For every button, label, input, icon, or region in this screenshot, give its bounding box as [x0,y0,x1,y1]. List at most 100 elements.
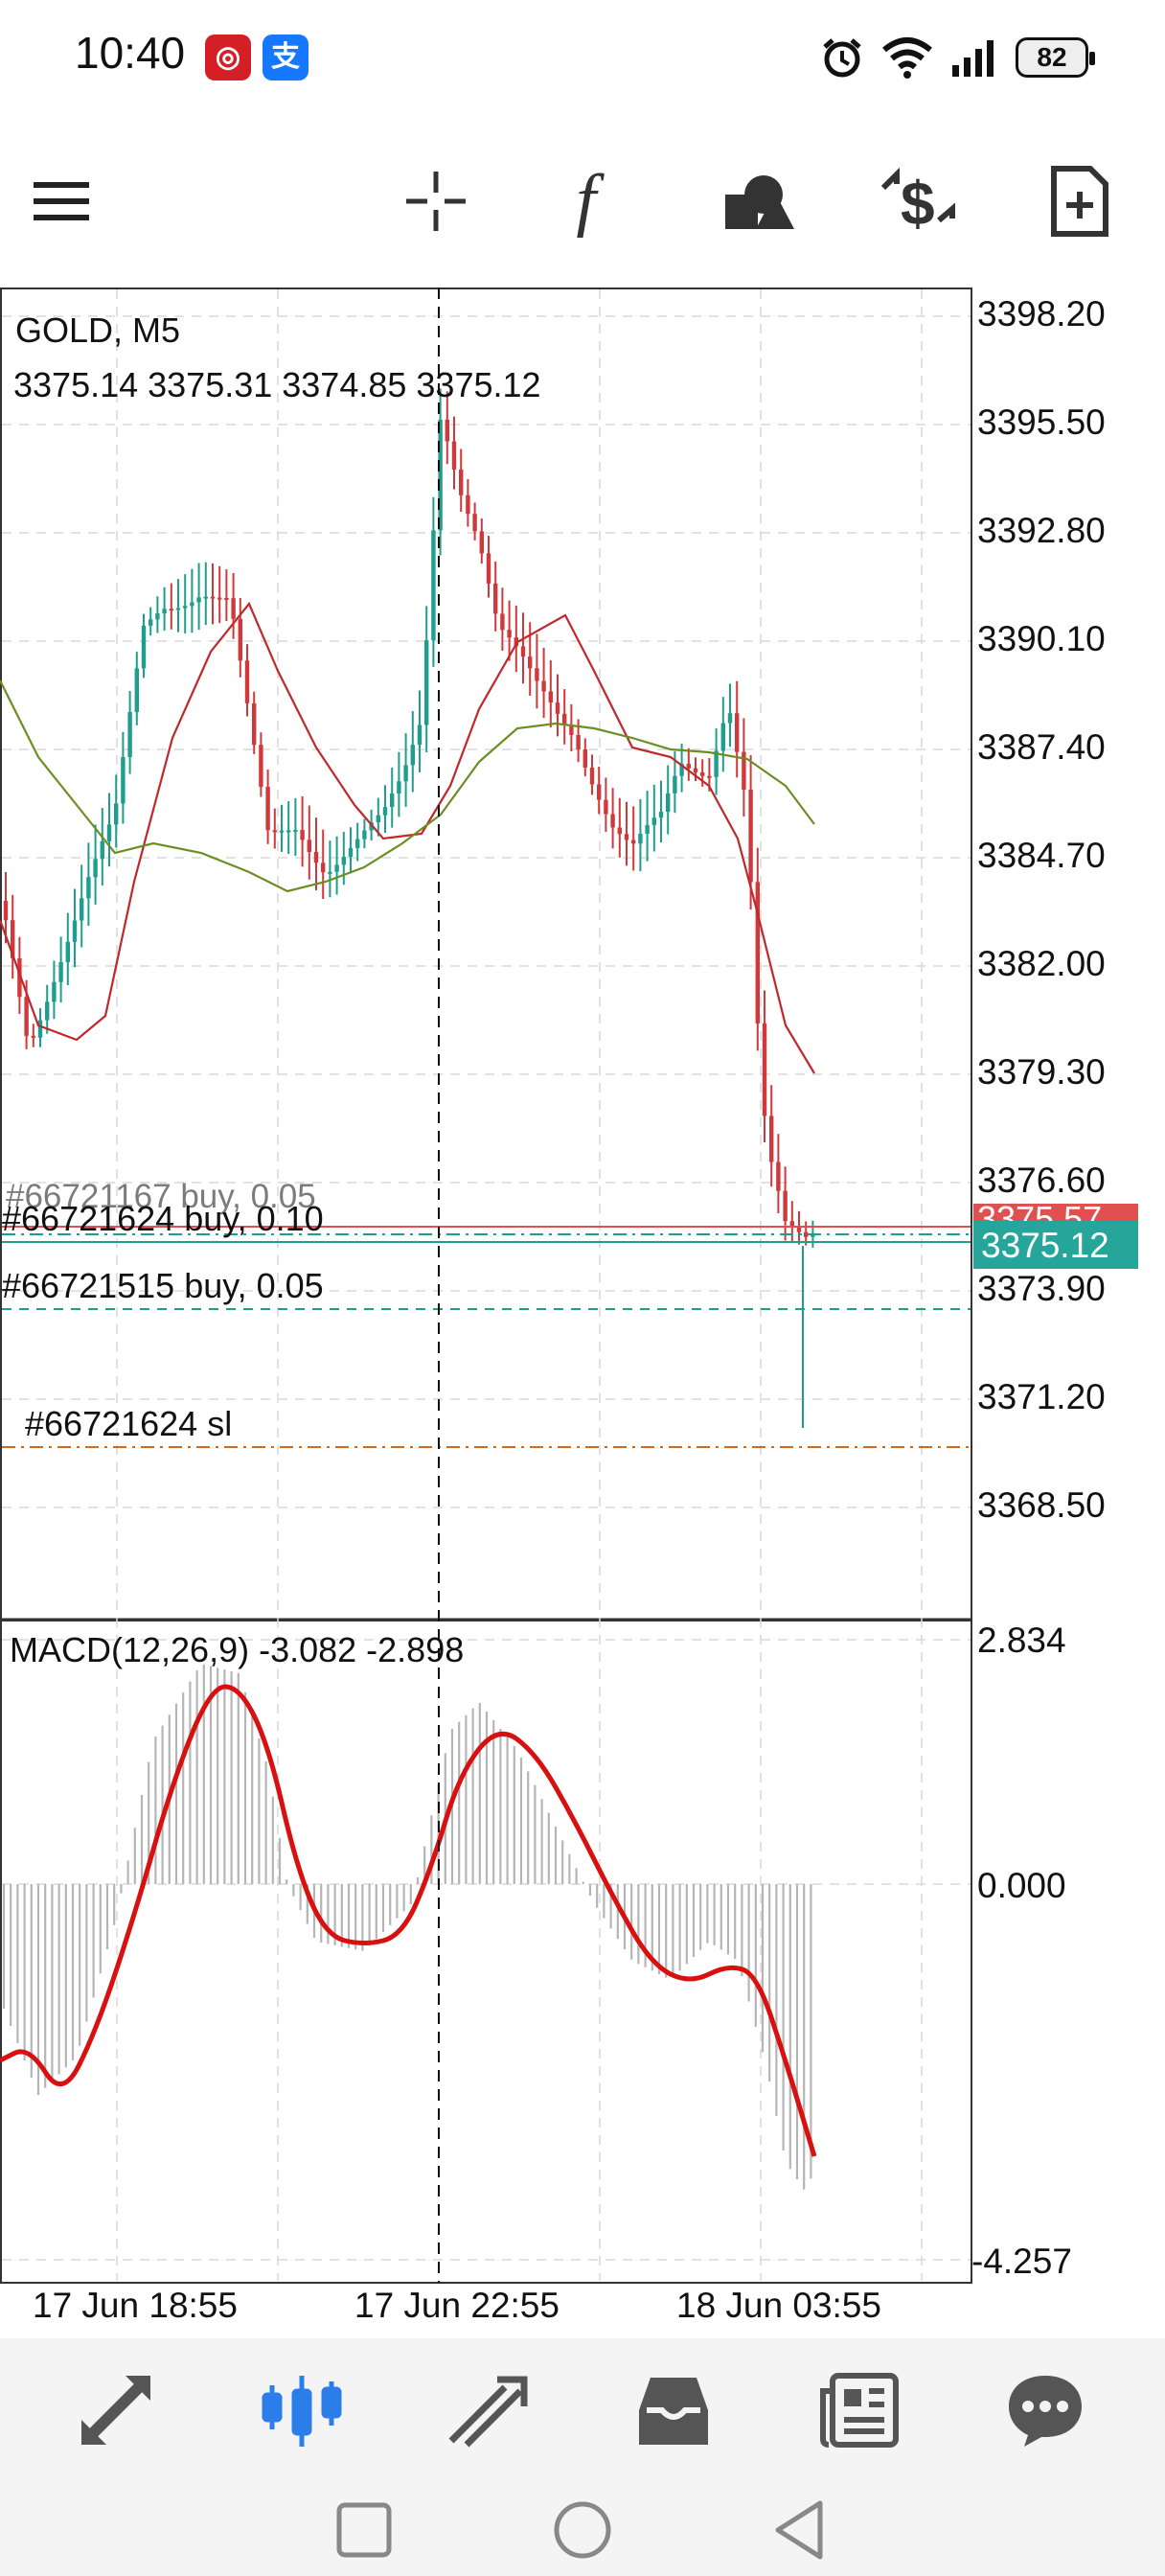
nav-quotes[interactable] [44,2338,188,2482]
nav-news[interactable] [788,2338,931,2482]
objects-button[interactable] [705,144,811,259]
crosshair-button[interactable] [383,144,489,259]
candle-body [631,840,636,844]
candle-body [604,799,608,815]
candle-body [638,834,643,844]
candle-body [265,787,270,831]
candle-body [769,1116,774,1162]
candle-body [148,619,153,626]
candle-body [328,871,332,874]
candle-body [582,748,587,768]
candle-body [673,775,677,794]
nav-history[interactable] [602,2338,745,2482]
price-tick: 3384.70 [977,836,1106,875]
candle-body [231,598,236,619]
order-label: #66721515 buy, 0.05 [2,1266,324,1305]
menu-button[interactable] [10,144,115,259]
back-icon [775,2500,823,2560]
home-icon [554,2501,611,2559]
nav-chat[interactable] [973,2338,1117,2482]
sl-label: #66721624 sl [25,1404,232,1443]
candle-body [382,807,388,816]
candle-body [569,724,574,735]
candle-body [127,712,132,758]
candle-body [742,751,746,790]
trade-button[interactable]: $ [866,144,971,259]
macd-tick: 2.834 [977,1621,1066,1660]
objects-icon [725,175,794,229]
wifi-icon [882,37,932,79]
price-tick: 3379.30 [977,1052,1106,1092]
news-icon [820,2373,899,2448]
candle-body [500,613,505,631]
nav-chart[interactable] [230,2338,374,2482]
home-button[interactable] [535,2492,630,2568]
candle-body [210,596,216,599]
candle-body [720,723,725,751]
candle-body [804,1231,809,1237]
candle-body [645,824,650,835]
candle-body [141,625,147,669]
candle-body [589,767,595,785]
back-button[interactable] [751,2492,847,2568]
indicator-lines [0,601,817,2157]
alarm-icon [823,38,861,78]
price-tick: 3382.00 [977,944,1106,983]
quotes-icon [80,2375,151,2446]
macd-frame [0,1619,972,2284]
alipay-app-icon: 支 [263,34,308,80]
candle-body [397,781,401,794]
candle-body [80,898,84,921]
candle-body [783,1190,788,1222]
candle-body [789,1221,794,1228]
candle-body [114,803,119,825]
candle-body [169,609,173,611]
candle-body [86,877,91,899]
crosshair-icon [406,172,466,231]
candle-body [3,901,9,921]
chat-icon [1009,2376,1082,2447]
candle-body [238,618,242,661]
candle-body [707,775,712,778]
candle-body [459,469,464,495]
new-order-button[interactable] [1027,144,1132,259]
candle-body [183,606,188,609]
indicators-button[interactable]: f [544,144,650,259]
price-chart[interactable]: GOLD, M5 3375.14 3375.31 3374.85 3375.12… [0,288,1165,2329]
candle-body [369,822,374,831]
candle-body [403,765,408,782]
candle-body [776,1162,781,1191]
price-tick: 3398.20 [977,294,1106,334]
history-icon [639,2378,708,2445]
candle-body [376,815,380,823]
candle-body [438,419,443,531]
nav-trade[interactable] [416,2338,560,2482]
price-tick: 3390.10 [977,619,1106,658]
candle-body [548,691,553,703]
chart-area[interactable]: GOLD, M5 3375.14 3375.31 3374.85 3375.12… [0,288,1165,2329]
candle-body [445,419,449,442]
candle-body [272,830,277,833]
svg-text:f: f [576,165,605,238]
candle-body [321,862,326,873]
candle-body [100,840,104,860]
candle-body [286,830,291,833]
candle-body [65,941,70,962]
price-tick: 3395.50 [977,402,1106,442]
candle-body [121,757,126,804]
macd-tick: 0.000 [977,1866,1066,1905]
time-tick: 18 Jun 03:55 [676,2286,881,2325]
price-tick: 3392.80 [977,511,1106,550]
candle-body [555,702,560,714]
order-label: #66721167 buy, 0.05 [6,1178,316,1215]
status-time: 10:40 [75,28,186,78]
slow-moving-average [0,679,815,893]
price-tick: 3371.20 [977,1377,1106,1416]
macd-histogram [2,1664,812,2190]
trade-icon [448,2376,528,2448]
candle-body [658,812,664,818]
candle-body [45,1001,50,1021]
candle-body [355,839,360,848]
candle-body [651,817,656,825]
recent-apps-button[interactable] [316,2492,412,2568]
